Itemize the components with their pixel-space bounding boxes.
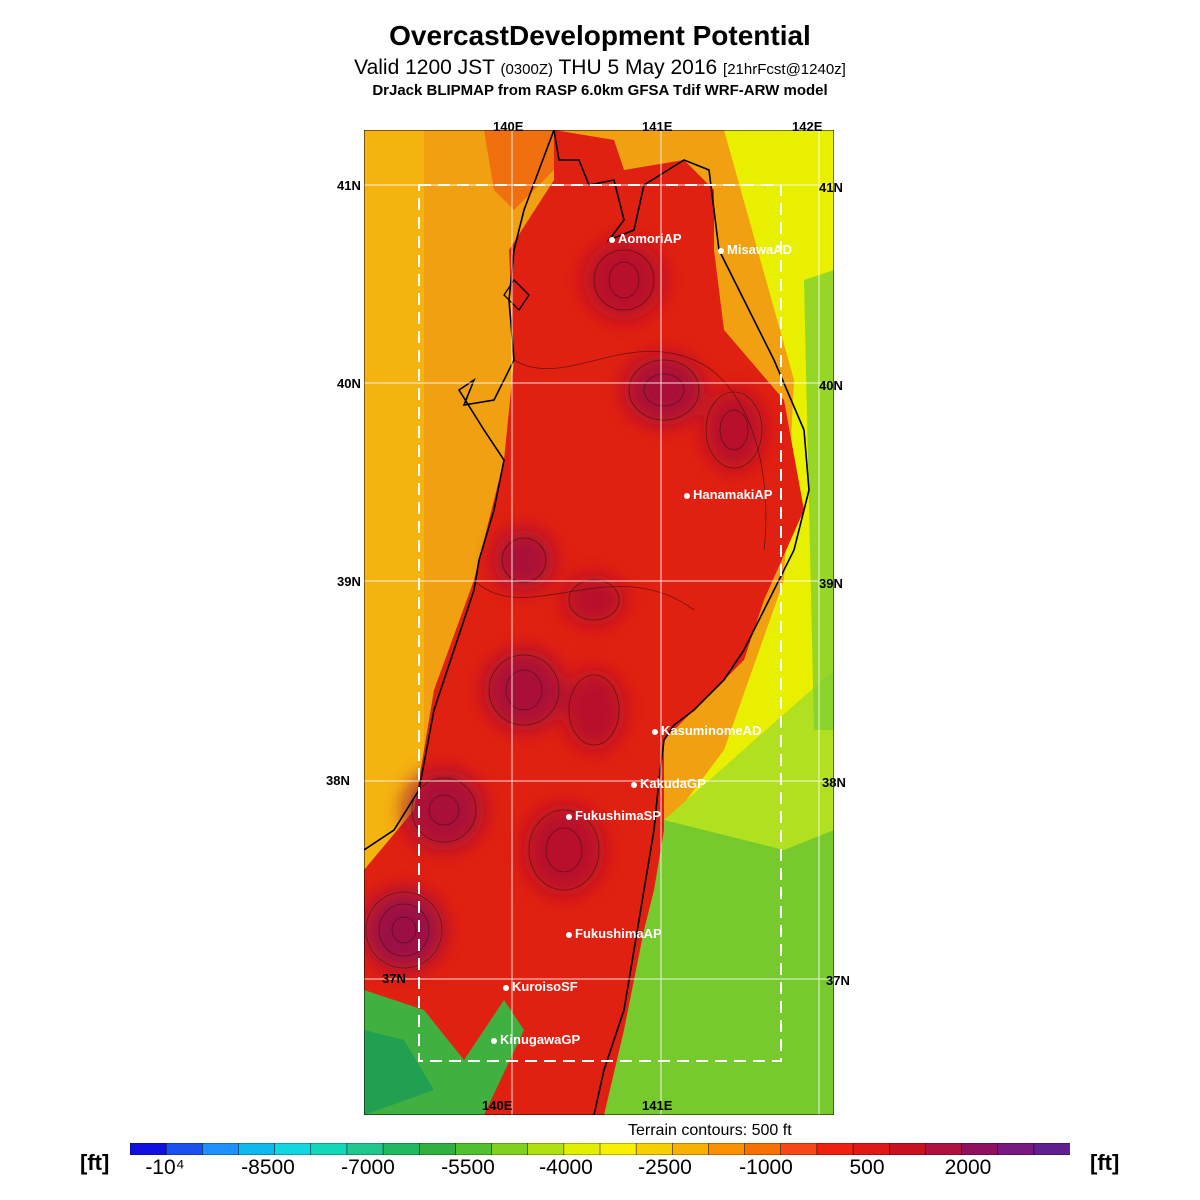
colorbar-tick: -5500 xyxy=(441,1156,495,1179)
valid-date: THU 5 May 2016 xyxy=(558,56,718,79)
colorbar-swatch xyxy=(563,1143,601,1155)
station-dot xyxy=(609,236,615,243)
station-kinugawagp: KinugawaGP xyxy=(491,1032,580,1047)
station-aomoriap: AomoriAP xyxy=(609,231,682,246)
lat-label-right-39: 39N xyxy=(819,576,843,591)
colorbar-swatch xyxy=(1033,1143,1070,1155)
station-dot xyxy=(631,781,637,788)
station-name: KakudaGP xyxy=(640,776,706,791)
station-kuroisosf: KuroisoSF xyxy=(503,979,578,994)
colorbar-swatch xyxy=(599,1143,637,1155)
station-name: AomoriAP xyxy=(618,231,682,246)
lat-label-left-39: 39N xyxy=(337,574,361,589)
colorbar-tick: -4000 xyxy=(539,1156,593,1179)
colorbar-swatch xyxy=(274,1143,312,1155)
lat-label-left-40: 40N xyxy=(337,376,361,391)
station-hanamakiap: HanamakiAP xyxy=(684,487,772,502)
lon-label-bottom-140: 140E xyxy=(482,1098,513,1113)
colorbar-tick: -8500 xyxy=(241,1156,295,1179)
lat-label-left-41: 41N xyxy=(337,178,361,193)
coastline-west xyxy=(364,130,555,851)
colorbar-swatch xyxy=(130,1143,167,1155)
colorbar-swatch xyxy=(418,1143,457,1155)
colorbar-tick: -2500 xyxy=(638,1156,692,1179)
lon-label-top-141: 141E xyxy=(642,119,673,134)
terrain-note: Terrain contours: 500 ft xyxy=(628,1122,792,1139)
station-dot xyxy=(718,247,724,254)
lat-label-right-38: 38N xyxy=(822,775,846,790)
colorbar-tick: -7000 xyxy=(341,1156,395,1179)
station-fukushimaap: FukushimaAP xyxy=(566,926,662,941)
terrain-contours xyxy=(365,249,767,969)
colorbar xyxy=(130,1143,1070,1155)
colorbar-swatch xyxy=(672,1143,710,1155)
colorbar-swatch xyxy=(744,1143,782,1155)
colorbar-swatch xyxy=(202,1143,240,1155)
map-title: OvercastDevelopment Potential xyxy=(389,20,811,51)
station-name: MisawaAD xyxy=(727,242,793,257)
station-name: KuroisoSF xyxy=(512,979,578,994)
colorbar-swatch xyxy=(635,1143,674,1155)
lon-label-bottom-141: 141E xyxy=(642,1098,673,1113)
station-dot xyxy=(684,492,690,499)
station-fukushimasp: FukushimaSP xyxy=(566,808,661,823)
colorbar-swatch xyxy=(491,1143,529,1155)
colorbar-swatch xyxy=(925,1143,963,1155)
station-dot xyxy=(566,931,572,938)
lon-label-top-140: 140E xyxy=(493,119,524,134)
colorbar-swatch xyxy=(961,1143,999,1155)
valid-time: Valid 1200 JST xyxy=(354,56,495,79)
station-dot xyxy=(491,1037,497,1044)
colorbar-tick: 500 xyxy=(849,1156,885,1179)
lon-label-top-142: 142E xyxy=(792,119,823,134)
graticule xyxy=(364,130,834,1115)
utc-time: (0300Z) xyxy=(500,61,553,78)
inner-domain xyxy=(418,184,782,1062)
lat-label-right-37: 37N xyxy=(826,973,850,988)
forecast-info: [21hrFcst@1240z] xyxy=(723,61,846,78)
colorbar-tick: 2000 xyxy=(944,1156,992,1179)
colorbar-swatch xyxy=(888,1143,927,1155)
colorbar-swatch xyxy=(238,1143,276,1155)
coastline-east xyxy=(553,130,810,1115)
lat-label-left-38: 38N xyxy=(326,773,350,788)
station-kakudagp: KakudaGP xyxy=(631,776,706,791)
colorbar-tick: -1000 xyxy=(739,1156,793,1179)
station-dot xyxy=(566,813,572,820)
station-name: FukushimaSP xyxy=(575,808,661,823)
station-name: HanamakiAP xyxy=(693,487,773,502)
station-name: KasuminomeAD xyxy=(661,723,762,738)
station-misawaad: MisawaAD xyxy=(718,242,792,257)
valid-time-line: Valid 1200 JST (0300Z) THU 5 May 2016 [2… xyxy=(0,56,1200,80)
colorbar-tick: -10⁴ xyxy=(145,1156,185,1179)
colorbar-swatch xyxy=(310,1143,348,1155)
lat-label-right-41: 41N xyxy=(819,180,843,195)
station-name: FukushimaAP xyxy=(575,926,662,941)
model-line: DrJack BLIPMAP from RASP 6.0km GFSA Tdif… xyxy=(372,82,828,99)
station-kasuminomead: KasuminomeAD xyxy=(652,723,761,738)
colorbar-swatch xyxy=(165,1143,204,1155)
forecast-map xyxy=(364,130,834,1115)
colorbar-swatch xyxy=(382,1143,420,1155)
colorbar-swatch xyxy=(455,1143,493,1155)
colorbar-swatch xyxy=(852,1143,890,1155)
lat-label-right-40: 40N xyxy=(819,378,843,393)
colorbar-swatch xyxy=(816,1143,854,1155)
colorbar-swatch xyxy=(527,1143,565,1155)
unit-label-left: [ft] xyxy=(80,1150,110,1175)
lat-label-left-37: 37N xyxy=(382,971,406,986)
station-dot xyxy=(503,984,509,991)
unit-label-right: [ft] xyxy=(1090,1150,1120,1175)
colorbar-swatch xyxy=(346,1143,384,1155)
station-dot xyxy=(652,728,658,735)
colorbar-swatch xyxy=(997,1143,1035,1155)
colorbar-swatch xyxy=(780,1143,818,1155)
station-name: KinugawaGP xyxy=(500,1032,581,1047)
colorbar-swatch xyxy=(708,1143,746,1155)
